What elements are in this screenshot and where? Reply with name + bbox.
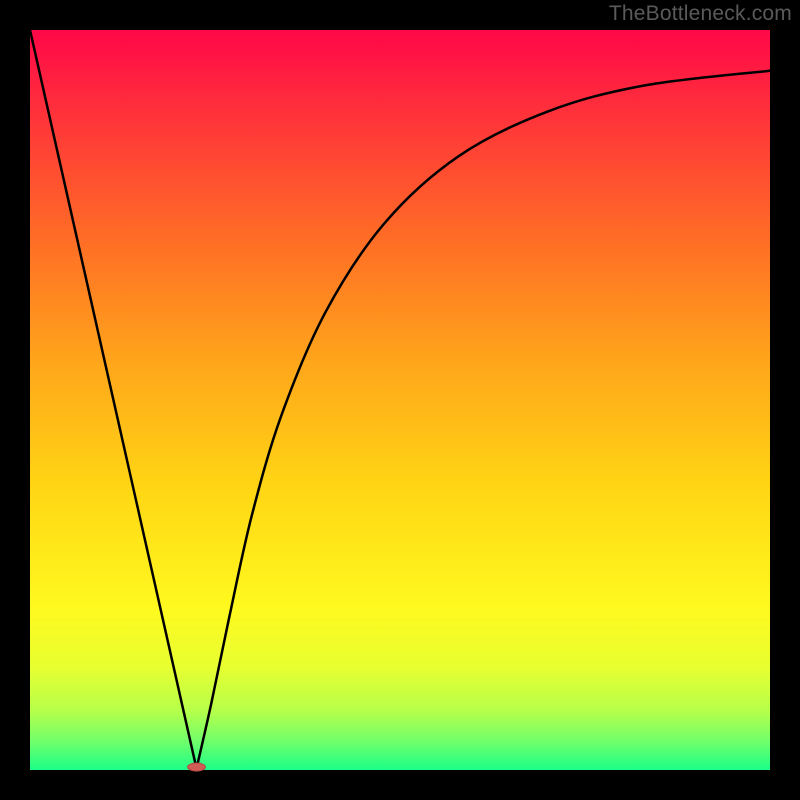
chart-background-gradient — [30, 30, 770, 770]
bottleneck-chart — [0, 0, 800, 800]
optimal-point-marker — [188, 763, 206, 771]
watermark-text: TheBottleneck.com — [609, 2, 792, 26]
